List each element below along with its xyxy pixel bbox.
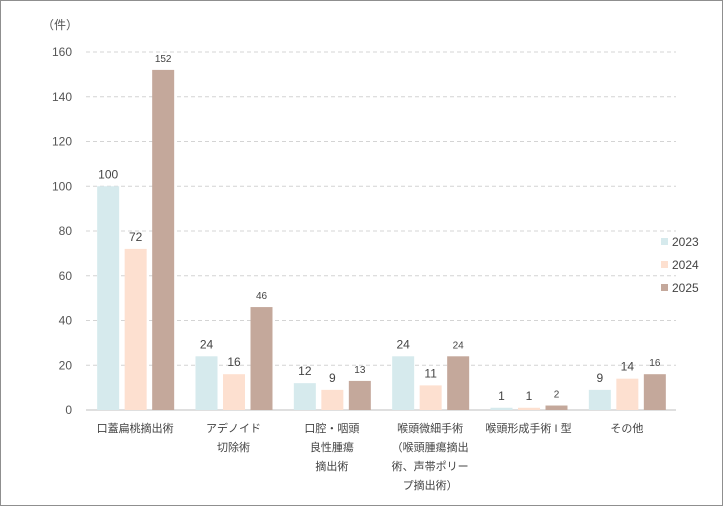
bar-2023 xyxy=(490,407,513,410)
category-label: 喉頭微細手術（喉頭腫瘍摘出術、声帯ポリープ摘出術） xyxy=(392,421,469,492)
data-label: 1 xyxy=(498,389,505,403)
bar-2023 xyxy=(97,186,120,410)
data-label: 16 xyxy=(649,358,661,369)
bar-2024 xyxy=(124,248,147,410)
data-label: 12 xyxy=(298,364,312,378)
data-label: 13 xyxy=(354,365,366,376)
y-tick-label: 160 xyxy=(52,45,72,59)
legend-label-2025: 2025 xyxy=(672,281,699,295)
category-label: 口腔・咽頭良性腫瘍摘出術 xyxy=(304,421,359,473)
bar-2025 xyxy=(250,307,273,410)
legend-swatch-2025 xyxy=(661,284,668,291)
bar-2025 xyxy=(643,374,666,410)
y-tick-label: 20 xyxy=(59,358,73,372)
data-label: 9 xyxy=(329,371,336,385)
bar-2024 xyxy=(419,385,442,410)
legend-swatch-2024 xyxy=(661,261,668,268)
legend-label-2023: 2023 xyxy=(672,235,699,249)
bar-2023 xyxy=(195,356,218,410)
data-label: 72 xyxy=(129,230,143,244)
y-tick-label: 100 xyxy=(52,179,72,193)
category-label: アデノイド切除術 xyxy=(206,421,261,454)
category-label: 喉頭形成手術 I 型 xyxy=(485,421,571,435)
data-label: 100 xyxy=(98,167,118,181)
y-tick-label: 40 xyxy=(59,314,73,328)
y-axis-unit-label: （件） xyxy=(42,18,78,32)
data-label: 24 xyxy=(200,337,214,351)
y-tick-label: 80 xyxy=(59,224,73,238)
bar-2023 xyxy=(588,389,611,410)
y-tick-label: 60 xyxy=(59,269,73,283)
bar-2023 xyxy=(293,383,316,410)
data-label: 24 xyxy=(453,340,465,351)
data-label: 1 xyxy=(526,389,533,403)
bar-2024 xyxy=(223,374,245,410)
bar-2025 xyxy=(545,405,568,410)
data-label: 2 xyxy=(554,390,560,401)
legend-label-2024: 2024 xyxy=(672,258,699,272)
y-tick-label: 0 xyxy=(65,403,72,417)
data-label: 16 xyxy=(227,355,241,369)
legend-swatch-2023 xyxy=(661,238,668,245)
y-tick-label: 120 xyxy=(52,135,72,149)
data-label: 46 xyxy=(256,291,268,302)
data-label: 11 xyxy=(424,366,437,380)
bar-2024 xyxy=(616,378,639,410)
bar-2025 xyxy=(447,356,470,410)
bar-2024 xyxy=(518,407,540,410)
data-label: 9 xyxy=(596,371,603,385)
bar-2023 xyxy=(392,356,415,410)
data-label: 152 xyxy=(155,54,172,65)
bar-2024 xyxy=(321,389,344,410)
data-label: 24 xyxy=(396,337,410,351)
y-tick-label: 140 xyxy=(52,90,72,104)
category-label: 口蓋扁桃摘出術 xyxy=(97,421,174,435)
bar-2025 xyxy=(152,69,175,411)
data-label: 14 xyxy=(621,360,635,374)
bar-2025 xyxy=(348,380,371,410)
category-label: その他 xyxy=(610,422,643,435)
